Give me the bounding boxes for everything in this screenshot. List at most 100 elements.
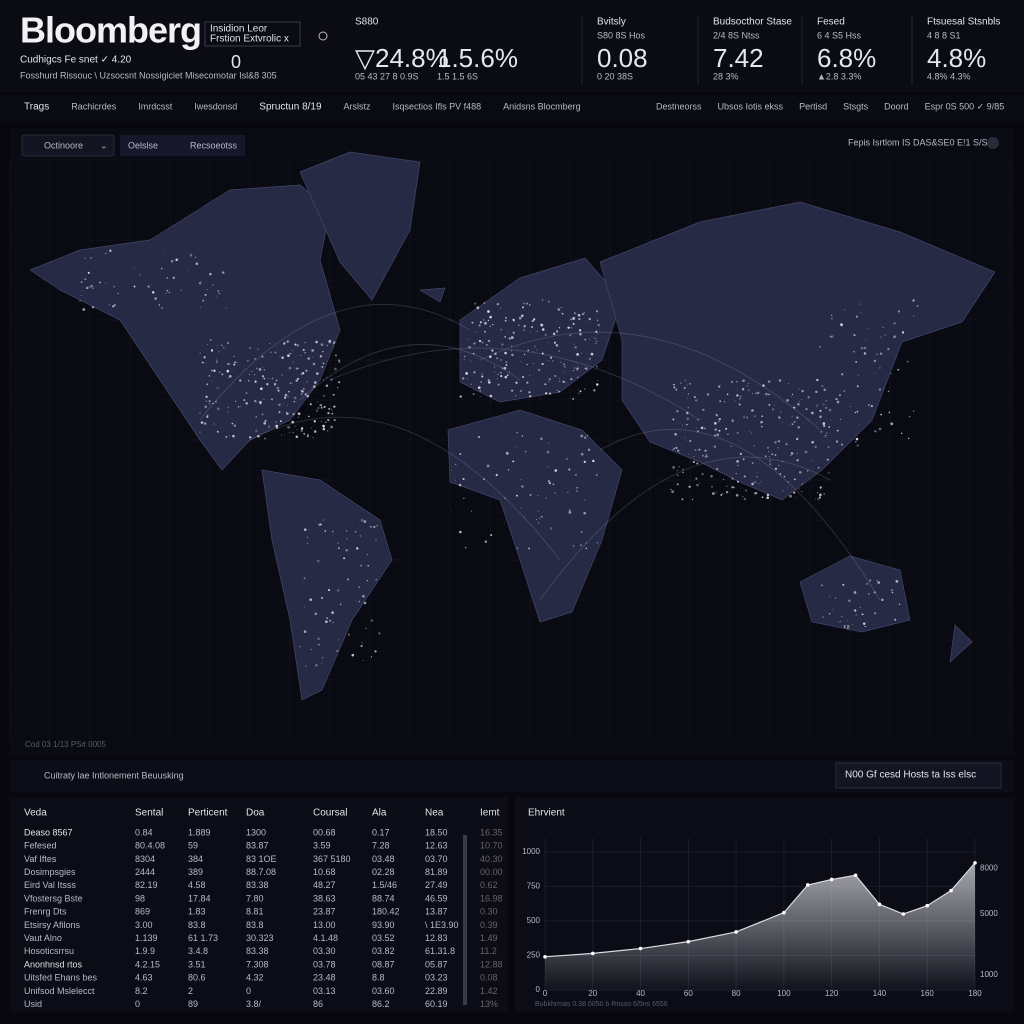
table-cell: 3.51 bbox=[188, 959, 206, 969]
city-light bbox=[322, 424, 326, 428]
city-light bbox=[238, 405, 240, 407]
city-light bbox=[468, 345, 471, 349]
table-cell: 27.49 bbox=[425, 880, 448, 890]
city-light bbox=[459, 530, 462, 534]
city-light bbox=[205, 400, 207, 402]
city-light bbox=[494, 352, 497, 355]
city-light bbox=[362, 659, 364, 661]
city-light bbox=[574, 324, 576, 326]
city-light bbox=[697, 418, 699, 421]
city-light bbox=[702, 408, 705, 411]
city-light bbox=[378, 632, 381, 635]
city-light bbox=[571, 376, 572, 378]
city-light bbox=[516, 494, 518, 497]
city-light bbox=[516, 547, 519, 549]
city-light bbox=[360, 518, 364, 522]
table-cell: Etsirsy Afilons bbox=[24, 920, 81, 930]
city-light bbox=[736, 380, 738, 383]
city-light bbox=[769, 463, 772, 466]
city-light bbox=[180, 289, 182, 291]
city-light bbox=[696, 483, 699, 487]
city-light bbox=[749, 430, 751, 432]
counter: 0 bbox=[231, 52, 241, 72]
table-cell: 83.38 bbox=[246, 946, 269, 956]
city-light bbox=[895, 579, 899, 583]
city-light bbox=[271, 377, 274, 380]
info-title: Insidion Leor bbox=[210, 24, 268, 35]
city-light bbox=[831, 314, 833, 316]
city-light bbox=[292, 412, 295, 416]
city-light bbox=[317, 407, 320, 409]
city-light bbox=[572, 545, 575, 547]
city-light bbox=[373, 525, 376, 529]
city-light bbox=[673, 383, 675, 386]
land bbox=[261, 469, 393, 701]
table-cell: 869 bbox=[135, 907, 150, 917]
city-light bbox=[217, 290, 220, 292]
city-light bbox=[582, 313, 584, 315]
city-light bbox=[526, 302, 529, 305]
city-light bbox=[890, 422, 894, 426]
city-light bbox=[520, 479, 522, 481]
city-light bbox=[295, 367, 298, 370]
city-light bbox=[573, 312, 576, 314]
city-light bbox=[559, 377, 560, 379]
city-light bbox=[858, 375, 860, 376]
table-cell: Vaf Iftes bbox=[24, 854, 57, 864]
city-light bbox=[736, 480, 739, 483]
city-light bbox=[462, 377, 465, 380]
dropdown[interactable] bbox=[21, 134, 115, 157]
city-light bbox=[528, 394, 532, 398]
scrollbar[interactable] bbox=[463, 835, 467, 1005]
city-light bbox=[303, 528, 307, 531]
city-light bbox=[302, 387, 305, 390]
city-light bbox=[278, 411, 281, 414]
ticker-sub: 4 8 8 S1 bbox=[927, 30, 961, 40]
city-light bbox=[218, 292, 221, 295]
city-light bbox=[883, 622, 884, 624]
city-light bbox=[847, 624, 850, 628]
city-light bbox=[227, 342, 229, 344]
search-box[interactable] bbox=[835, 762, 1002, 789]
city-light bbox=[304, 352, 306, 354]
city-light bbox=[240, 405, 242, 407]
table-cell: 0.30 bbox=[480, 907, 498, 917]
city-light bbox=[681, 498, 684, 501]
x-tick-label: 20 bbox=[588, 989, 597, 998]
land bbox=[599, 201, 996, 501]
city-light bbox=[862, 622, 866, 625]
city-light bbox=[486, 464, 490, 468]
table-cell: 03.30 bbox=[313, 946, 336, 956]
city-light bbox=[505, 360, 508, 364]
city-light bbox=[225, 435, 228, 438]
city-light bbox=[537, 359, 539, 360]
ticker-value: 6.8% bbox=[817, 43, 876, 73]
city-light bbox=[778, 416, 781, 419]
city-light bbox=[365, 627, 367, 630]
city-light bbox=[793, 420, 796, 423]
city-light bbox=[315, 520, 316, 522]
city-light bbox=[548, 360, 550, 362]
city-light bbox=[150, 284, 152, 286]
table-cell: 13% bbox=[480, 999, 498, 1009]
city-light bbox=[204, 293, 207, 296]
city-light bbox=[875, 372, 876, 374]
settings-icon[interactable] bbox=[987, 137, 999, 149]
city-light bbox=[855, 614, 857, 616]
city-light bbox=[828, 425, 831, 428]
city-light bbox=[819, 419, 821, 421]
city-light bbox=[529, 493, 532, 496]
table-cell: 80.4.08 bbox=[135, 841, 165, 851]
city-light bbox=[698, 448, 701, 451]
city-light bbox=[325, 384, 329, 388]
city-light bbox=[768, 451, 770, 453]
city-light bbox=[839, 394, 841, 397]
city-light bbox=[548, 381, 550, 383]
city-light bbox=[200, 421, 204, 424]
city-light bbox=[796, 497, 798, 499]
clock-icon[interactable] bbox=[318, 31, 328, 41]
city-light bbox=[826, 458, 829, 461]
city-light bbox=[556, 389, 558, 391]
city-light bbox=[814, 445, 817, 449]
city-light bbox=[762, 384, 765, 387]
